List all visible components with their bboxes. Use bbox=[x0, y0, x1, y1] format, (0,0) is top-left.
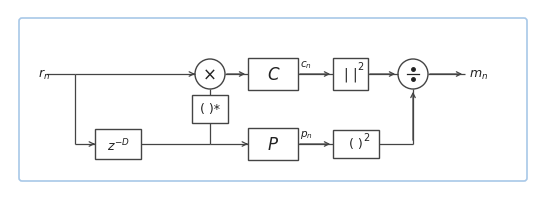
Text: $r_n$: $r_n$ bbox=[38, 68, 50, 82]
Bar bbox=[192, 96, 228, 123]
Text: P: P bbox=[268, 135, 278, 153]
Bar bbox=[248, 59, 298, 91]
Circle shape bbox=[398, 60, 428, 90]
Bar bbox=[95, 129, 141, 159]
Bar bbox=[248, 128, 298, 160]
Text: $p_n$: $p_n$ bbox=[300, 128, 313, 140]
Text: | |: | | bbox=[343, 67, 357, 82]
Text: $z^{-D}$: $z^{-D}$ bbox=[106, 137, 129, 154]
Text: 2: 2 bbox=[363, 132, 369, 142]
FancyBboxPatch shape bbox=[19, 19, 527, 181]
Text: ( )*: ( )* bbox=[200, 103, 220, 116]
Text: $m_n$: $m_n$ bbox=[469, 68, 488, 81]
Text: C: C bbox=[267, 66, 279, 84]
Text: ×: × bbox=[203, 67, 217, 85]
Circle shape bbox=[195, 60, 225, 90]
Text: $c_n$: $c_n$ bbox=[300, 59, 312, 71]
Bar bbox=[333, 130, 379, 158]
Text: 2: 2 bbox=[358, 62, 364, 72]
Bar bbox=[333, 59, 368, 91]
Text: ( ): ( ) bbox=[349, 138, 363, 151]
